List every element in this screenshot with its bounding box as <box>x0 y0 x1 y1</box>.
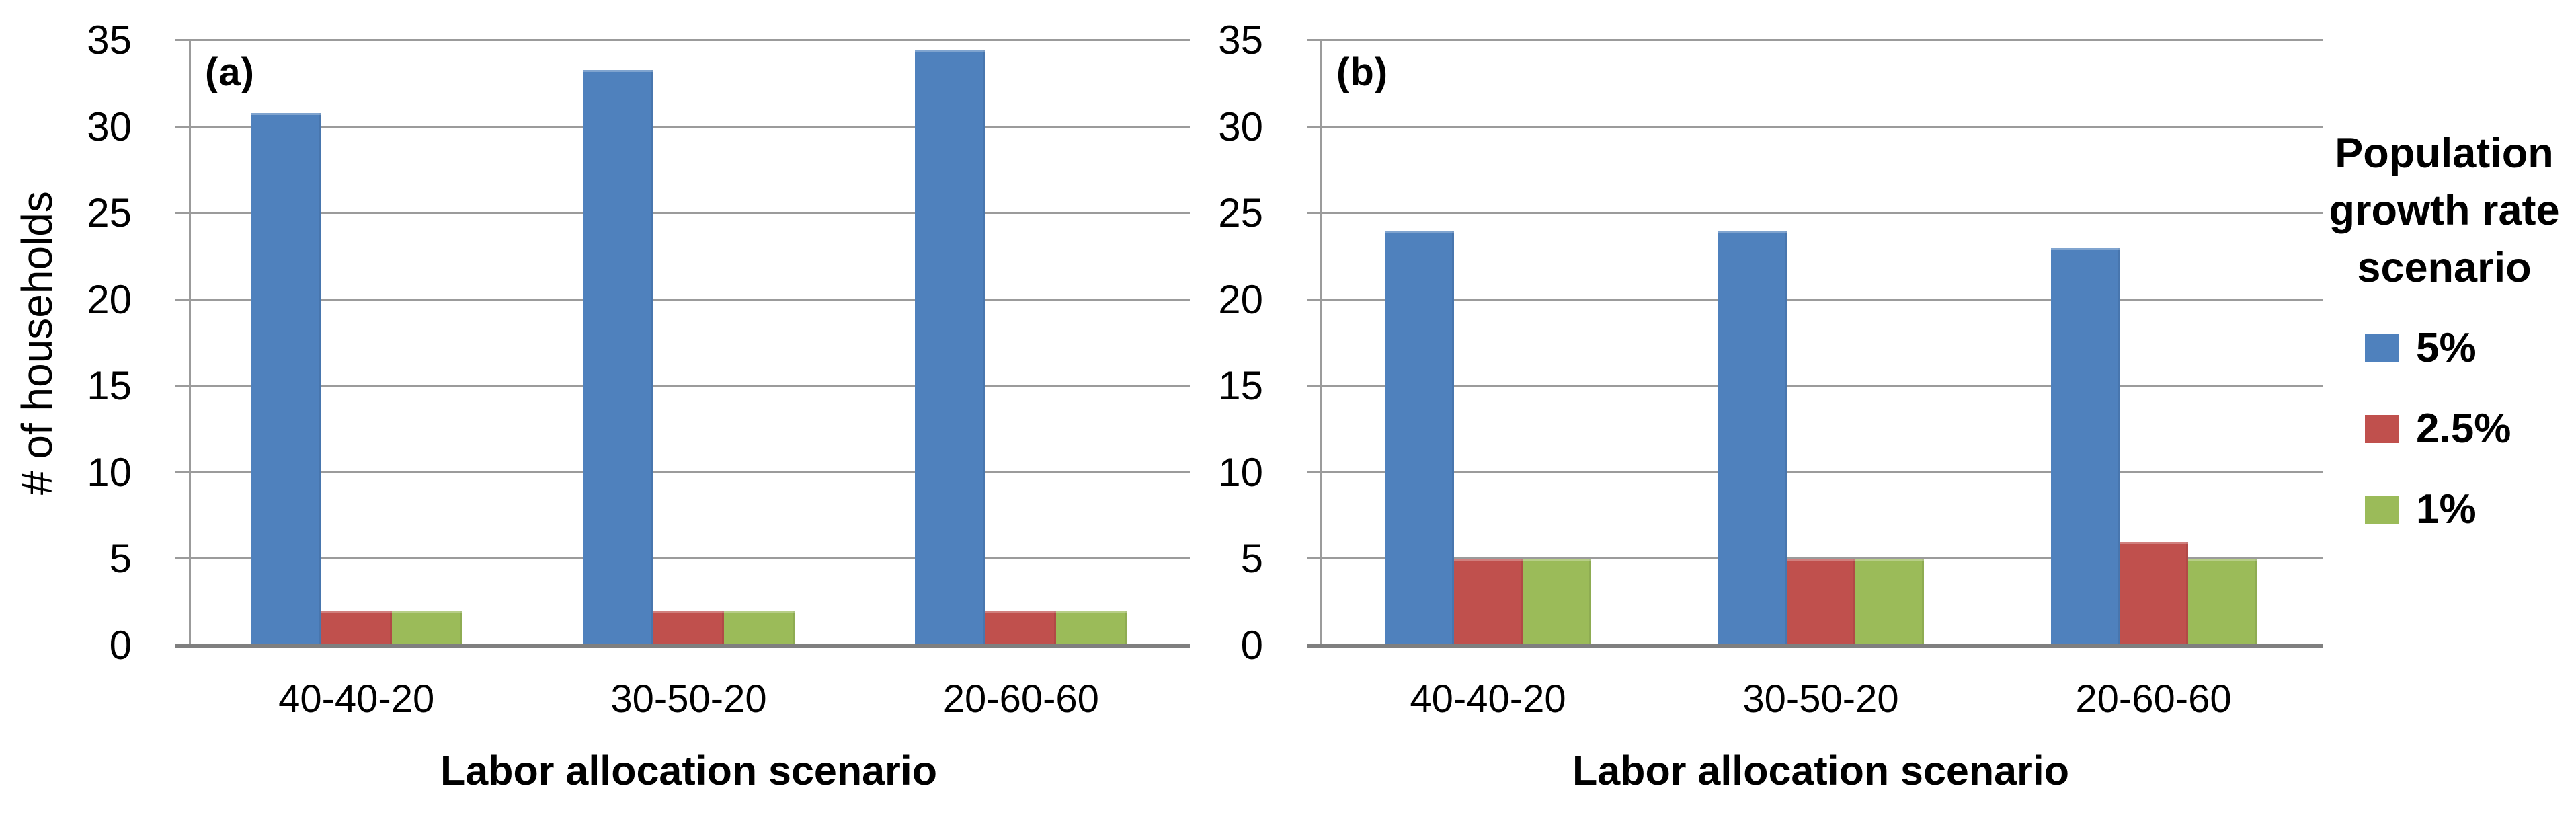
y-tick-label: 20 <box>87 276 132 322</box>
gridline <box>175 557 1190 560</box>
y-tick-label: 30 <box>87 104 132 149</box>
legend-title-line: scenario <box>2357 244 2532 292</box>
legend-swatch-icon <box>2365 496 2399 524</box>
bar-groups-b <box>1322 40 2320 646</box>
bar-group-30-50-20 <box>1654 40 1987 646</box>
y-tick-label: 25 <box>87 190 132 236</box>
bar-25-40-40-20 <box>1453 559 1523 646</box>
bar-5-20-60-60 <box>915 50 986 646</box>
y-tick-label: 10 <box>1218 449 1263 495</box>
gridline <box>1307 39 2323 41</box>
legend-title: Population growth rate scenario <box>2312 125 2576 297</box>
y-axis-tick-labels: 35 30 25 20 15 10 5 0 <box>27 20 148 666</box>
panel-a-label: (a) <box>205 50 255 94</box>
bar-5-30-50-20 <box>582 69 653 646</box>
bar-5-40-40-20 <box>250 113 321 646</box>
panel-b-label: (b) <box>1336 50 1389 94</box>
bar-25-30-50-20 <box>653 611 724 646</box>
plot-area-b: (b) <box>1307 39 2323 648</box>
bar-group-40-40-20 <box>190 40 522 646</box>
bar-groups-a <box>190 40 1187 646</box>
bar-1-30-50-20 <box>1855 559 1924 646</box>
bar-25-20-60-60 <box>985 611 1057 646</box>
bar-1-40-40-20 <box>1522 559 1591 646</box>
legend-title-line: growth rate <box>2329 187 2560 235</box>
plot-area-a: (a) <box>175 39 1190 648</box>
gridline <box>1307 557 2323 560</box>
bar-group-40-40-20 <box>1322 40 1654 646</box>
y-tick-label: 0 <box>1240 623 1263 668</box>
y-tick-label: 35 <box>1218 17 1263 63</box>
legend-label: 1% <box>2416 486 2477 533</box>
bar-5-30-50-20 <box>1718 230 1787 646</box>
x-axis-tick-labels: 40-40-20 30-50-20 20-60-60 <box>190 678 1187 721</box>
bar-5-20-60-60 <box>2050 247 2120 646</box>
y-tick-label: 5 <box>1240 536 1263 582</box>
y-tick-label: 35 <box>87 17 132 63</box>
bar-25-40-40-20 <box>321 611 392 646</box>
gridline <box>1307 385 2323 387</box>
bar-1-40-40-20 <box>391 611 462 646</box>
gridline <box>1307 471 2323 473</box>
panel-a: # of households 35 30 25 20 15 10 5 0 (a) 40-40… <box>0 0 1230 819</box>
legend-swatch-icon <box>2365 334 2399 363</box>
gridline <box>1307 212 2323 214</box>
y-tick-label: 0 <box>109 623 132 668</box>
gridline <box>175 212 1190 214</box>
legend-entry-25: 2.5% <box>2365 408 2576 450</box>
x-tick-label: 30-50-20 <box>1742 677 1899 721</box>
legend-swatch-icon <box>2365 415 2399 444</box>
gridline <box>1307 298 2323 301</box>
bar-1-20-60-60 <box>2187 559 2257 646</box>
chart-legend: Population growth rate scenario 5% 2.5% 1% <box>2312 125 2576 531</box>
legend-entry-1: 1% <box>2365 489 2576 531</box>
gridline <box>175 471 1190 473</box>
x-tick-label: 20-60-60 <box>942 677 1099 721</box>
x-tick-label: 40-40-20 <box>1410 677 1566 721</box>
y-tick-label: 25 <box>1218 190 1263 236</box>
gridline <box>175 298 1190 301</box>
legend-title-line: Population <box>2335 130 2554 177</box>
gridline <box>175 39 1190 41</box>
legend-entry-5: 5% <box>2365 327 2576 369</box>
x-tick-label: 30-50-20 <box>610 677 767 721</box>
legend-label: 5% <box>2416 325 2477 372</box>
panel-b: 35 30 25 20 15 10 5 0 (b) 40-40-20 30-50-20 20-60… <box>1218 0 2333 819</box>
x-tick-label: 20-60-60 <box>2075 677 2232 721</box>
y-tick-label: 10 <box>87 449 132 495</box>
bar-group-20-60-60 <box>855 40 1187 646</box>
x-tick-label: 40-40-20 <box>278 677 435 721</box>
x-axis-line <box>1307 644 2323 648</box>
y-tick-label: 15 <box>1218 363 1263 409</box>
x-axis-line <box>175 644 1190 648</box>
y-tick-label: 5 <box>109 536 132 582</box>
y-axis-tick-labels: 35 30 25 20 15 10 5 0 <box>1158 20 1279 666</box>
gridline <box>175 125 1190 128</box>
gridline <box>175 385 1190 387</box>
bar-group-20-60-60 <box>1987 40 2320 646</box>
gridline <box>1307 125 2323 128</box>
legend-entries: 5% 2.5% 1% <box>2312 327 2576 531</box>
x-axis-title: Labor allocation scenario <box>1572 748 2069 793</box>
x-axis-tick-labels: 40-40-20 30-50-20 20-60-60 <box>1322 678 2320 721</box>
y-tick-label: 30 <box>1218 104 1263 149</box>
x-axis-title: Labor allocation scenario <box>440 748 937 793</box>
y-tick-label: 15 <box>87 363 132 409</box>
y-tick-label: 20 <box>1218 276 1263 322</box>
bar-5-40-40-20 <box>1385 230 1454 646</box>
bar-25-30-50-20 <box>1786 559 1855 646</box>
bar-1-30-50-20 <box>723 611 795 646</box>
bar-group-30-50-20 <box>522 40 854 646</box>
legend-label: 2.5% <box>2416 405 2511 453</box>
bar-1-20-60-60 <box>1056 611 1127 646</box>
bar-25-20-60-60 <box>2119 541 2188 646</box>
